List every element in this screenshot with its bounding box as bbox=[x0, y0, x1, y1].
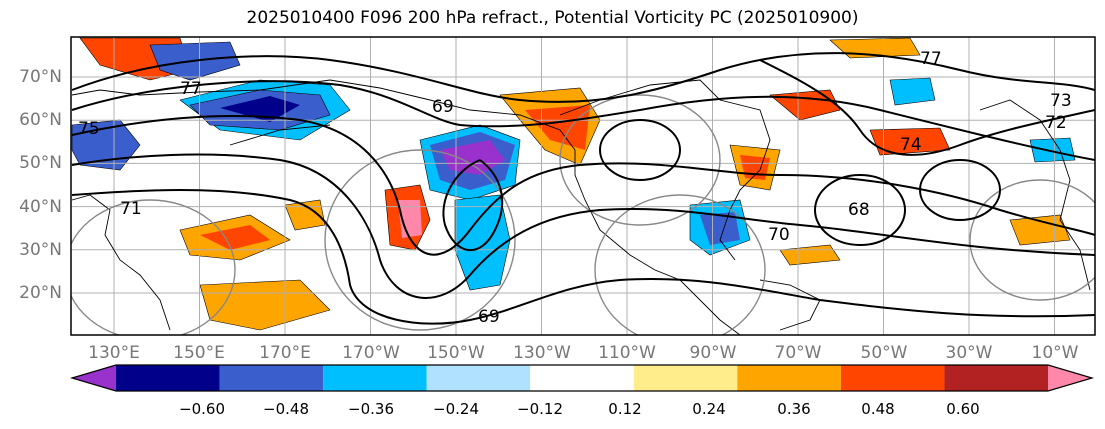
contour-label: 68 bbox=[848, 200, 870, 220]
lat-label: 30°N bbox=[19, 240, 62, 260]
colorbar-segment bbox=[1048, 365, 1092, 391]
black-contour bbox=[814, 174, 906, 246]
colorbar-segment bbox=[840, 365, 945, 391]
colorbar-segments bbox=[72, 365, 1092, 391]
colorbar-tick: −0.12 bbox=[517, 400, 563, 418]
contour-label: 75 bbox=[78, 119, 100, 139]
colorbar-segment bbox=[219, 365, 324, 391]
shade-blob bbox=[700, 212, 740, 245]
chart-title: 2025010400 F096 200 hPa refract., Potent… bbox=[246, 8, 859, 28]
lon-label: 90°W bbox=[689, 343, 737, 363]
colorbar-tick: 0.12 bbox=[608, 400, 642, 418]
shade-blob bbox=[200, 225, 270, 250]
colorbar-segment bbox=[426, 365, 531, 391]
colorbar-segment bbox=[323, 365, 427, 391]
grey-contour bbox=[559, 94, 721, 226]
lat-lon-gridlines bbox=[71, 37, 1095, 335]
contour-label: 73 bbox=[1050, 91, 1072, 111]
lat-label: 60°N bbox=[19, 110, 62, 130]
black-contour bbox=[442, 159, 504, 251]
black-contour bbox=[71, 189, 1095, 325]
colorbar-segment bbox=[633, 365, 738, 391]
coastline bbox=[71, 79, 741, 335]
colorbar-tick: −0.60 bbox=[179, 400, 225, 418]
shade-blob bbox=[398, 200, 422, 238]
lon-label: 130°E bbox=[88, 343, 140, 363]
black-contour bbox=[71, 153, 1095, 299]
black-contour bbox=[759, 59, 1095, 156]
lon-label: 50°W bbox=[860, 343, 908, 363]
grey-contours bbox=[71, 94, 1095, 335]
shade-blob bbox=[889, 77, 936, 106]
colorbar-tick: 0.60 bbox=[946, 400, 980, 418]
colorbar-tick: −0.36 bbox=[348, 400, 394, 418]
shade-blob bbox=[284, 199, 326, 231]
black-contour bbox=[71, 80, 1095, 161]
lon-label: 130°W bbox=[513, 343, 571, 363]
lon-label: 70°W bbox=[774, 343, 822, 363]
lon-label: 150°E bbox=[173, 343, 225, 363]
contour-label: 72 bbox=[1045, 113, 1067, 133]
black-contour bbox=[71, 115, 1095, 256]
contour-label: 69 bbox=[432, 97, 454, 117]
lon-label: 170°E bbox=[259, 343, 311, 363]
grey-contour bbox=[969, 179, 1095, 301]
lon-label: 110°W bbox=[598, 343, 656, 363]
black-contour bbox=[599, 119, 681, 181]
lat-label: 20°N bbox=[19, 283, 62, 303]
coastline bbox=[979, 99, 1091, 291]
colorbar-segment bbox=[72, 365, 116, 391]
colorbar-segment bbox=[737, 365, 841, 391]
coastline bbox=[71, 194, 171, 331]
lat-label: 40°N bbox=[19, 197, 62, 217]
black-contour bbox=[919, 159, 1001, 221]
colorbar-tick: 0.48 bbox=[861, 400, 895, 418]
colorbar-tick: −0.24 bbox=[433, 400, 479, 418]
contour-labels: 69 77 77 75 74 71 70 73 72 68 69 bbox=[78, 49, 1072, 327]
colorbar-segment bbox=[944, 365, 1048, 391]
colorbar-segment bbox=[530, 365, 634, 391]
colorbar-tick: 0.36 bbox=[777, 400, 811, 418]
lon-label: 10°W bbox=[1031, 343, 1079, 363]
contour-label: 71 bbox=[120, 199, 142, 219]
map-frame bbox=[70, 36, 1096, 336]
shade-blob bbox=[1029, 137, 1076, 163]
black-contour bbox=[71, 52, 1095, 103]
lon-label: 30°W bbox=[945, 343, 993, 363]
colorbar-outline bbox=[69, 364, 1095, 392]
colorbar-tick: 0.24 bbox=[692, 400, 726, 418]
lon-label: 150°W bbox=[427, 343, 485, 363]
contour-label: 77 bbox=[180, 79, 202, 99]
lon-label: 170°W bbox=[342, 343, 400, 363]
colorbar-tick: −0.48 bbox=[263, 400, 309, 418]
lat-label: 70°N bbox=[19, 67, 62, 87]
grey-contour bbox=[594, 194, 766, 335]
black-contours bbox=[71, 52, 1095, 325]
contour-label: 70 bbox=[768, 225, 790, 245]
coastlines bbox=[71, 79, 1091, 335]
contour-label: 69 bbox=[478, 307, 500, 327]
colorbar-segment bbox=[116, 365, 220, 391]
grey-contour bbox=[71, 199, 236, 335]
contour-label: 77 bbox=[920, 49, 942, 69]
shade-blob bbox=[220, 96, 300, 122]
grey-contour bbox=[324, 149, 516, 331]
contour-label: 74 bbox=[900, 135, 922, 155]
coastline bbox=[229, 124, 331, 146]
lat-label: 50°N bbox=[19, 153, 62, 173]
coastline bbox=[559, 79, 771, 261]
